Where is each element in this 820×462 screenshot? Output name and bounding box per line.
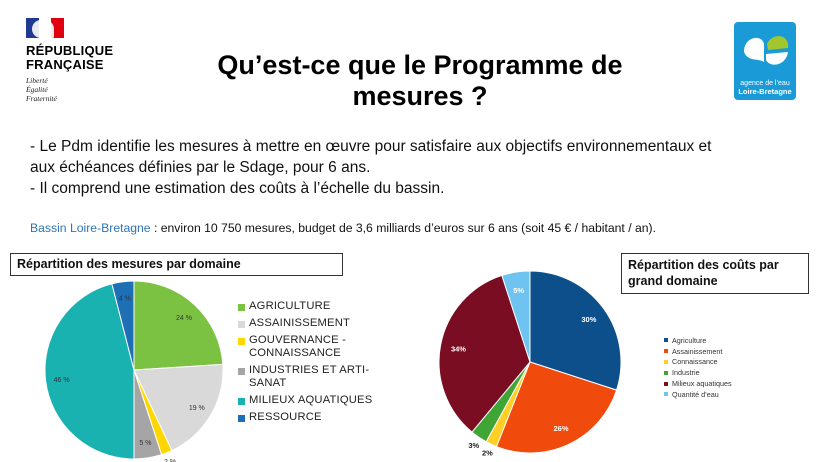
pie-data-label: 5 % [139, 440, 151, 447]
pie-data-label: 2 % [164, 459, 176, 462]
legend-swatch [238, 321, 245, 328]
pie-slice-agriculture [529, 270, 622, 391]
legend-swatch [238, 415, 245, 422]
legend-item: Agriculture [664, 335, 794, 346]
legend-label: GOUVERNANCE - CONNAISSANCE [249, 334, 347, 359]
ae-symbol-icon [744, 36, 789, 65]
legend-item: INDUSTRIES ET ARTI- SANAT [238, 364, 408, 390]
legend-item: Quantité d’eau [664, 389, 794, 400]
pie-data-label: 46 % [54, 377, 70, 384]
slide-title: Qu’est-ce que le Programme de mesures ? [217, 50, 623, 111]
pie-data-label: 24 % [176, 315, 192, 322]
legend-swatch [238, 338, 245, 345]
legend-item: Industrie [664, 367, 794, 378]
legend-item: RESSOURCE [238, 411, 408, 424]
pie-data-label: 4 % [119, 296, 131, 303]
rf-title: RÉPUBLIQUE FRANÇAISE [26, 43, 114, 72]
legend-item: AGRICULTURE [238, 300, 408, 313]
legend-label: Quantité d’eau [672, 389, 719, 399]
legend-swatch [238, 368, 245, 375]
legend-item: Milieux aquatiques [664, 378, 794, 389]
legend-swatch [664, 370, 668, 375]
rf-motto: Liberté Égalité Fraternité [26, 76, 57, 103]
legend-swatch [238, 398, 245, 405]
republique-francaise-logo: RÉPUBLIQUE FRANÇAISE Liberté Égalité Fra… [26, 18, 146, 103]
legend-swatch [238, 304, 245, 311]
legend-swatch [664, 338, 668, 343]
pie-data-label: 2% [482, 449, 493, 458]
intro-text: - Le Pdm identifie les mesures à mettre … [30, 138, 712, 197]
pie-chart-mesures: 24 % 19 % 2 % 5 % 46 % 4 % [44, 280, 224, 462]
pie-slice-agriculture [133, 280, 224, 371]
legend-swatch [664, 359, 668, 364]
pie-slice-assainissement [495, 361, 618, 454]
agence-eau-logo: agence de l’eau Loire-Bretagne [734, 22, 796, 100]
legend-mesures: AGRICULTURE ASSAINISSEMENT GOUVERNANCE - C… [238, 300, 408, 428]
basin-summary: Bassin Loire-Bretagne : environ 10 750 m… [30, 221, 656, 235]
pie-slice-quantit-d-eau [501, 270, 531, 363]
legend-item: Assainissement [664, 346, 794, 357]
legend-label: Industrie [672, 368, 700, 378]
legend-item: MILIEUX AQUATIQUES [238, 394, 408, 407]
french-flag-icon [26, 18, 64, 38]
legend-swatch [664, 381, 668, 386]
basin-name: Bassin Loire-Bretagne [30, 221, 151, 235]
pie-data-label: 26% [553, 424, 568, 433]
pie-data-label: 3% [468, 441, 479, 450]
chart-right-title: Répartition des coûts par grand domaine [621, 253, 809, 294]
agency-line1: agence de l’eau [740, 80, 790, 87]
legend-label: Milieux aquatiques [672, 379, 732, 389]
legend-label: Agriculture [672, 335, 707, 345]
legend-label: RESSOURCE [249, 411, 322, 423]
legend-label: Assainissement [672, 346, 723, 356]
legend-label: Connaissance [672, 357, 718, 367]
legend-label: INDUSTRIES ET ARTI- SANAT [249, 364, 370, 389]
legend-swatch [664, 392, 668, 397]
chart-left-title: Répartition des mesures par domaine [10, 253, 343, 276]
legend-swatch [664, 349, 668, 354]
pie-slice-milieux-aquatiques [438, 274, 531, 433]
pie-slice-assainissement [133, 363, 224, 452]
pie-data-label: 19 % [189, 405, 205, 412]
legend-label: AGRICULTURE [249, 300, 331, 312]
legend-item: ASSAINISSEMENT [238, 317, 408, 330]
agency-line2: Loire-Bretagne [738, 87, 792, 96]
legend-label: MILIEUX AQUATIQUES [249, 394, 373, 406]
pie-slice-ressource [111, 280, 135, 371]
legend-label: ASSAINISSEMENT [249, 317, 351, 329]
pie-data-label: 30% [581, 315, 596, 324]
legend-item: Connaissance [664, 357, 794, 368]
pie-slice-milieux-aquatiques [44, 283, 135, 460]
legend-item: GOUVERNANCE - CONNAISSANCE [238, 334, 408, 360]
legend-couts: Agriculture Assainissement Connaissance Ind… [664, 335, 794, 400]
pie-data-label: 5% [513, 286, 524, 295]
pie-data-label: 34% [451, 344, 466, 353]
pie-chart-couts: 30% 26% 2%3% 34% 5% [438, 270, 622, 458]
